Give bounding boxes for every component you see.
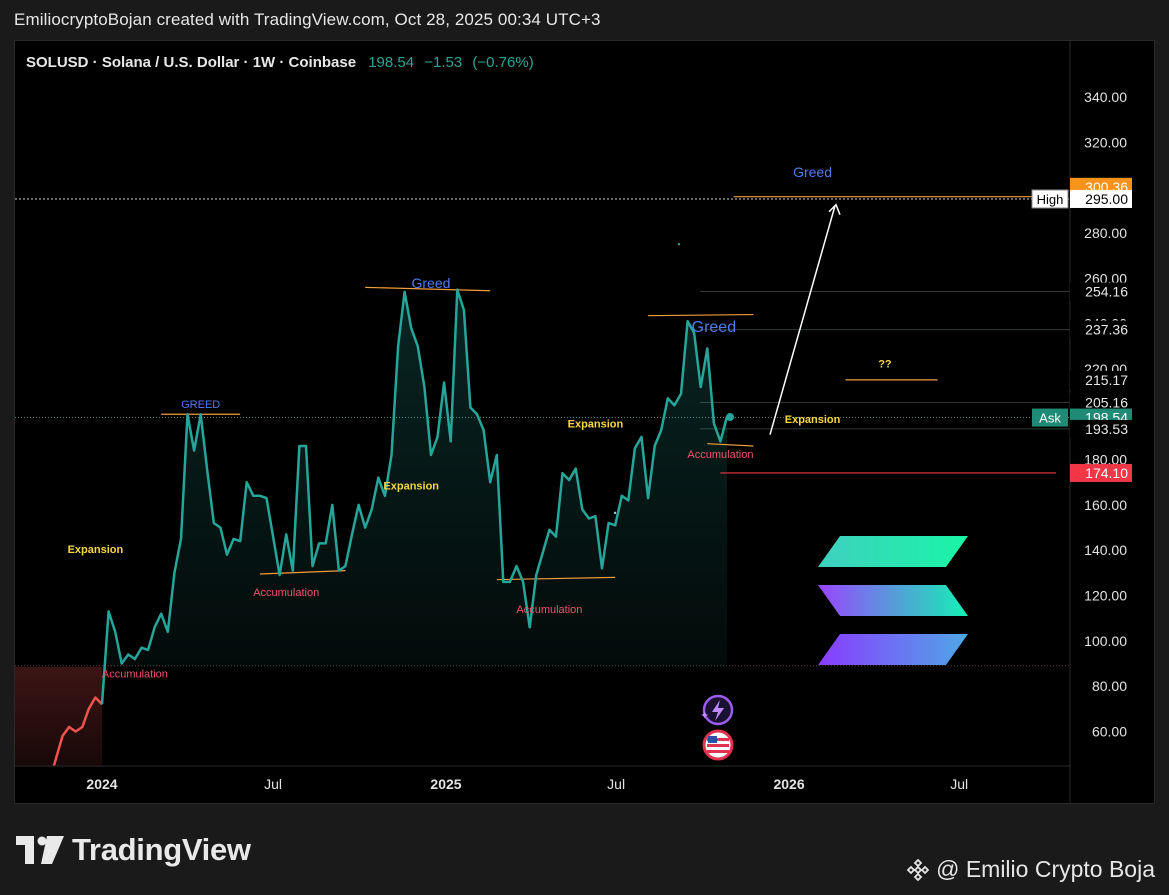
- y-tick-label: 160.00: [1084, 497, 1127, 513]
- level-segment: [648, 313, 754, 317]
- y-tick-label: 120.00: [1084, 588, 1127, 604]
- level-segment: [496, 576, 616, 581]
- x-tick-label: 2025: [430, 776, 461, 792]
- binance-watermark: @ Emilio Crypto Boja: [906, 856, 1155, 883]
- price-label-badge: [1070, 463, 1132, 482]
- y-tick-label: 100.00: [1084, 633, 1127, 649]
- price-label-layer: 300.36295.00High254.16237.36215.17205.16…: [1031, 177, 1132, 482]
- x-tick-label: Jul: [950, 776, 968, 792]
- chart-annotation: ??: [878, 358, 892, 370]
- price-label-badge: [1070, 419, 1132, 438]
- chart-annotation: Expansion: [568, 418, 624, 430]
- chart-annotation: GREED: [181, 399, 220, 411]
- level-segment: [707, 443, 754, 447]
- solana-logo-bar-top: [818, 536, 968, 567]
- chart-annotation: Greed: [692, 319, 736, 336]
- x-tick-label: Jul: [264, 776, 282, 792]
- price-side-badge: [1032, 408, 1068, 427]
- y-tick-label: 140.00: [1084, 542, 1127, 558]
- lightning-event-icon[interactable]: ✦: [700, 694, 734, 726]
- y-tick-label: 180.00: [1084, 452, 1127, 468]
- y-tick-label: 280.00: [1084, 225, 1127, 241]
- last-price-dot: [726, 413, 735, 422]
- grid-layer: [15, 198, 1070, 667]
- price-label-text: 215.17: [1085, 372, 1128, 388]
- stray-point: [677, 243, 681, 246]
- binance-diamond-icon: [906, 858, 930, 881]
- pre-series-line: [52, 696, 103, 766]
- price-side-label: Ask: [1039, 411, 1061, 426]
- chart-annotation: Accumulation: [687, 449, 753, 461]
- chart-annotation: Greed: [793, 164, 832, 180]
- us-flag-event-icon[interactable]: [702, 729, 734, 761]
- level-segment: [259, 570, 346, 575]
- last-price: 198.54: [368, 54, 415, 71]
- chart-annotation: Expansion: [68, 544, 124, 556]
- main-series-area: [102, 289, 727, 705]
- solana-logo: [818, 536, 968, 665]
- price-label-text: 205.16: [1085, 395, 1128, 411]
- svg-text:✦: ✦: [700, 709, 709, 722]
- x-tick-label: 2024: [86, 776, 117, 792]
- price-label-badge: [1070, 370, 1132, 389]
- level-segment: [365, 286, 491, 292]
- forecast-arrow-line: [769, 205, 836, 435]
- forecast-arrow-head: [828, 203, 841, 216]
- chart-attribution: EmiliocryptoBojan created with TradingVi…: [14, 10, 601, 29]
- price-label-text: 174.10: [1085, 465, 1128, 481]
- price-side-label: High: [1037, 192, 1064, 207]
- chart-pane[interactable]: [14, 40, 1155, 804]
- chart-annotation: Expansion: [785, 414, 841, 426]
- y-tick-label: 340.00: [1084, 89, 1127, 105]
- price-label-badge: [1070, 393, 1132, 412]
- segment-layer: [161, 196, 1056, 581]
- chart-annotation: Accumulation: [253, 587, 319, 599]
- tradingview-wordmark: TradingView: [72, 832, 251, 867]
- price-change: −1.53: [424, 54, 463, 71]
- main-series-line: [100, 288, 729, 705]
- chart-annotation: Expansion: [383, 481, 439, 493]
- chart-annotation: Accumulation: [516, 604, 582, 616]
- tradingview-logo-icon: [16, 836, 64, 864]
- price-side-badge: [1031, 189, 1069, 209]
- chart-annotation: Accumulation: [102, 669, 168, 681]
- price-label-text: 254.16: [1085, 284, 1128, 300]
- price-label-text: 237.36: [1085, 322, 1128, 338]
- solana-logo-bar-bottom: [818, 634, 968, 665]
- tradingview-brand[interactable]: TradingView: [16, 832, 251, 868]
- y-tick-label: 80.00: [1092, 678, 1127, 694]
- annotation-layer: GREED Greed Greed Greed Expansion Expansion Ex…: [68, 164, 892, 681]
- price-label-badge: [1070, 282, 1132, 301]
- chart-annotation: Greed: [412, 275, 451, 291]
- x-tick-label: 2026: [773, 776, 804, 792]
- y-tick-label: 260.00: [1084, 270, 1127, 286]
- x-tick-label: Jul: [607, 776, 625, 792]
- stray-point: [613, 511, 617, 515]
- price-change-percent: (−0.76%): [472, 54, 534, 71]
- symbol-legend[interactable]: SOLUSD · Solana / U.S. Dollar · 1W · Coi…: [26, 54, 540, 71]
- watermark-text: @ Emilio Crypto Boja: [936, 856, 1155, 882]
- y-tick-label: 60.00: [1092, 724, 1127, 740]
- solana-logo-bar-middle: [818, 585, 968, 616]
- series-layer: [52, 243, 735, 766]
- symbol-title[interactable]: SOLUSD · Solana / U.S. Dollar · 1W · Coi…: [26, 54, 357, 71]
- price-label-text: 295.00: [1085, 191, 1128, 207]
- price-label-badge: [1070, 189, 1132, 208]
- area-fill-layer: [15, 289, 727, 766]
- price-label-badge: [1070, 320, 1132, 339]
- price-label-text: 193.53: [1085, 421, 1128, 437]
- y-tick-label: 320.00: [1084, 134, 1127, 150]
